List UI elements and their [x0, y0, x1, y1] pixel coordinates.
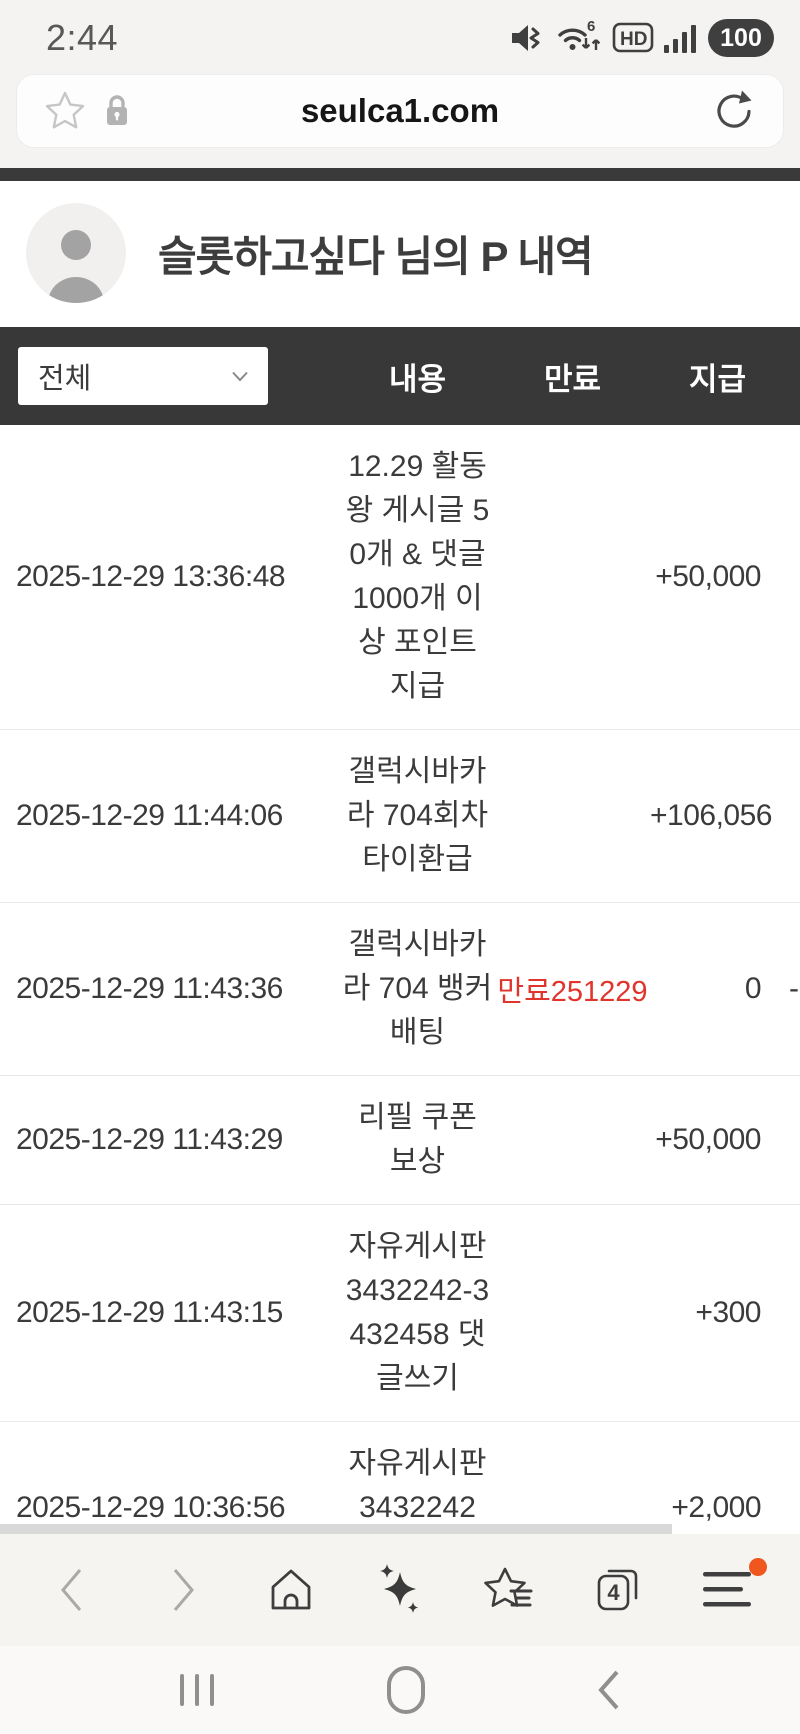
row-date: 2025-12-29 11:43:29 [0, 1075, 340, 1205]
row-deduct [785, 1204, 800, 1422]
points-history-table: 전체 내용 만료 지급 2025-12-29 13:36:48 12.29 활동… [0, 327, 800, 1594]
system-navigation-bar [0, 1646, 800, 1734]
row-date: 2025-12-29 13:36:48 [16, 560, 286, 593]
row-deduct: -1 [785, 902, 800, 1076]
table-row: 2025-12-29 11:43:36 갤럭시바카라 704 뱅커 배팅 만료2… [0, 902, 800, 1076]
back-button[interactable] [18, 1534, 127, 1646]
filter-dropdown-value: 전체 [38, 363, 92, 395]
row-content: 12.29 활동왕 게시글 50개 & 댓글 1000개 이상 포인트 지급 [345, 450, 490, 703]
tab-count: 4 [608, 1580, 621, 1605]
menu-button[interactable] [673, 1534, 782, 1646]
clock: 2:44 [46, 17, 119, 58]
column-header-content: 내용 [388, 361, 447, 397]
hamburger-menu-icon [703, 1572, 752, 1607]
table-header-row: 전체 내용 만료 지급 [0, 327, 800, 425]
row-amount: +50,000 [650, 1075, 785, 1205]
filter-dropdown[interactable]: 전체 [18, 347, 268, 405]
status-bar: 2:44 6 HD 100 [0, 0, 800, 66]
bookmarks-button[interactable] [455, 1534, 564, 1646]
notification-dot [749, 1558, 768, 1576]
svg-text:HD: HD [620, 29, 647, 50]
svg-text:6: 6 [587, 18, 595, 35]
row-content: 자유게시판 3432242-3432458 댓글쓰기 [340, 1204, 495, 1422]
tabs-button[interactable]: 4 [564, 1534, 673, 1646]
home-gesture-button[interactable] [386, 1665, 426, 1715]
bookmark-star-icon[interactable] [43, 89, 87, 133]
ai-assistant-button[interactable] [345, 1534, 454, 1646]
table-row: 2025-12-29 11:43:15 자유게시판 3432242-343245… [0, 1204, 800, 1422]
row-date: 2025-12-29 11:44:06 [0, 729, 340, 903]
row-expire [495, 425, 650, 730]
mute-vibrate-icon [508, 20, 546, 56]
row-amount: +50,000 [655, 560, 761, 593]
row-content: 갤럭시바카라 704회차 타이환급 [340, 729, 495, 903]
row-amount: 0 [650, 902, 785, 1076]
row-content: 갤럭시바카라 704 뱅커 배팅 [340, 902, 495, 1076]
url-text[interactable]: seulca1.com [300, 92, 500, 129]
row-date: 2025-12-29 11:43:15 [0, 1204, 340, 1422]
points-history-table-container[interactable]: 전체 내용 만료 지급 2025-12-29 13:36:48 12.29 활동… [0, 327, 800, 1594]
home-pill-icon [387, 1666, 425, 1714]
row-expire [495, 1075, 650, 1205]
page-top-dark-band [0, 168, 800, 181]
row-amount: +106,056 [650, 729, 785, 903]
table-row: 2025-12-29 13:36:48 12.29 활동왕 게시글 50개 & … [0, 425, 800, 730]
tabs-icon: 4 [597, 1569, 638, 1611]
person-icon [48, 230, 104, 303]
browser-navigation-bar: 4 [0, 1534, 800, 1646]
row-amount: +300 [650, 1204, 785, 1422]
lock-icon [103, 94, 131, 128]
page-title: 슬롯하고싶다 님의 P 내역 [158, 232, 594, 280]
table-row: 2025-12-29 11:43:29 리필 쿠폰 보상 +50,000 [0, 1075, 800, 1205]
chevron-down-icon [232, 371, 248, 382]
wifi6-icon: 6 [556, 18, 602, 58]
battery-icon: 100 [708, 19, 774, 57]
row-expire [495, 729, 650, 903]
row-deduct [785, 1075, 800, 1205]
sparkles-icon [379, 1564, 419, 1613]
star-list-icon [484, 1567, 533, 1607]
recent-apps-button[interactable] [178, 1672, 216, 1708]
refresh-icon[interactable] [711, 88, 757, 134]
row-content: 리필 쿠폰 보상 [340, 1075, 495, 1205]
profile-header: 슬롯하고싶다 님의 P 내역 [0, 181, 800, 327]
address-bar[interactable]: seulca1.com [16, 74, 784, 148]
browser-top-chrome: 2:44 6 HD 100 [0, 0, 800, 168]
chevron-left-icon [60, 1569, 81, 1611]
row-deduct [785, 729, 800, 903]
back-chevron-icon [598, 1670, 619, 1710]
hd-volte-icon: HD [612, 20, 654, 56]
address-bar-container: seulca1.com [0, 66, 800, 148]
chevron-right-icon [173, 1569, 194, 1611]
row-expire [495, 1204, 650, 1422]
horizontal-scrollbar[interactable] [0, 1524, 672, 1534]
row-expire-badge: 만료251229 [495, 902, 650, 1076]
signal-strength-icon [664, 21, 698, 55]
forward-button[interactable] [127, 1534, 236, 1646]
recents-icon [180, 1674, 214, 1706]
back-gesture-button[interactable] [596, 1669, 622, 1711]
column-header-amount: 지급 [688, 361, 747, 397]
row-date: 2025-12-29 11:43:36 [0, 902, 340, 1076]
row-deduct [785, 425, 800, 730]
table-row: 2025-12-29 11:44:06 갤럭시바카라 704회차 타이환급 +1… [0, 729, 800, 903]
column-header-offscreen [785, 327, 800, 425]
home-button[interactable] [236, 1534, 345, 1646]
status-icons: 6 HD 100 [508, 18, 774, 58]
home-icon [271, 1569, 311, 1610]
column-header-expire: 만료 [543, 361, 602, 397]
avatar [26, 203, 126, 303]
